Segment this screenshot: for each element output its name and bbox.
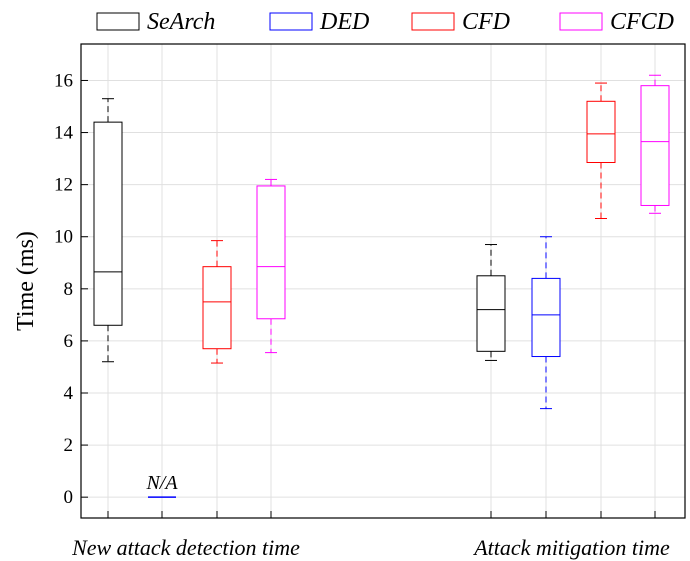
y-tick-label: 10 — [54, 227, 73, 248]
box-body — [640, 85, 670, 206]
legend-label-ded: DED — [319, 9, 369, 35]
y-tick-label: 0 — [64, 487, 74, 508]
x-axis-ticks — [107, 511, 656, 518]
category-label: New attack detection time — [71, 535, 300, 560]
box-ded-mitigation — [531, 236, 561, 410]
na-annotation: N/A — [145, 472, 178, 494]
legend-swatch-cfd — [411, 12, 455, 31]
category-label: Attack mitigation time — [472, 535, 670, 560]
legend-swatch-search — [96, 12, 140, 31]
y-tick-label: 4 — [64, 383, 74, 404]
box-cfcd-detection — [256, 178, 286, 354]
box-search-mitigation — [476, 244, 506, 361]
box-cfcd-mitigation — [640, 74, 670, 214]
box-cfd-detection — [202, 240, 232, 364]
y-tick-label: 14 — [54, 123, 74, 144]
y-axis-label: Time (ms) — [13, 231, 39, 331]
box-body — [256, 185, 286, 320]
box-body — [93, 121, 123, 326]
legend-label-cfcd: CFCD — [610, 9, 674, 35]
y-tick-label: 2 — [64, 435, 74, 456]
y-tick-label: 16 — [54, 70, 73, 91]
box-series-group — [93, 74, 670, 498]
y-tick-label: 6 — [64, 331, 74, 352]
y-axis-ticks: 0 2 4 6 8 10 12 14 16 — [54, 70, 88, 508]
legend-label-cfd: CFD — [462, 9, 510, 35]
box-body — [202, 266, 232, 350]
legend-swatch-cfcd — [559, 12, 603, 31]
legend-label-search: SeArch — [147, 9, 215, 35]
y-tick-label: 12 — [54, 175, 73, 196]
box-body — [476, 275, 506, 352]
annotations: N/A — [145, 472, 178, 494]
y-tick-label: 8 — [64, 279, 74, 300]
plot-frame — [80, 43, 686, 519]
box-body — [586, 100, 616, 163]
box-body — [531, 277, 561, 358]
legend: SeArch DED CFD CFCD — [96, 9, 674, 35]
legend-swatch-ded — [269, 12, 313, 31]
box-cfd-mitigation — [586, 82, 616, 219]
plot-background — [81, 44, 685, 518]
category-labels: New attack detection time Attack mitigati… — [71, 535, 670, 560]
box-search-detection — [93, 98, 123, 363]
